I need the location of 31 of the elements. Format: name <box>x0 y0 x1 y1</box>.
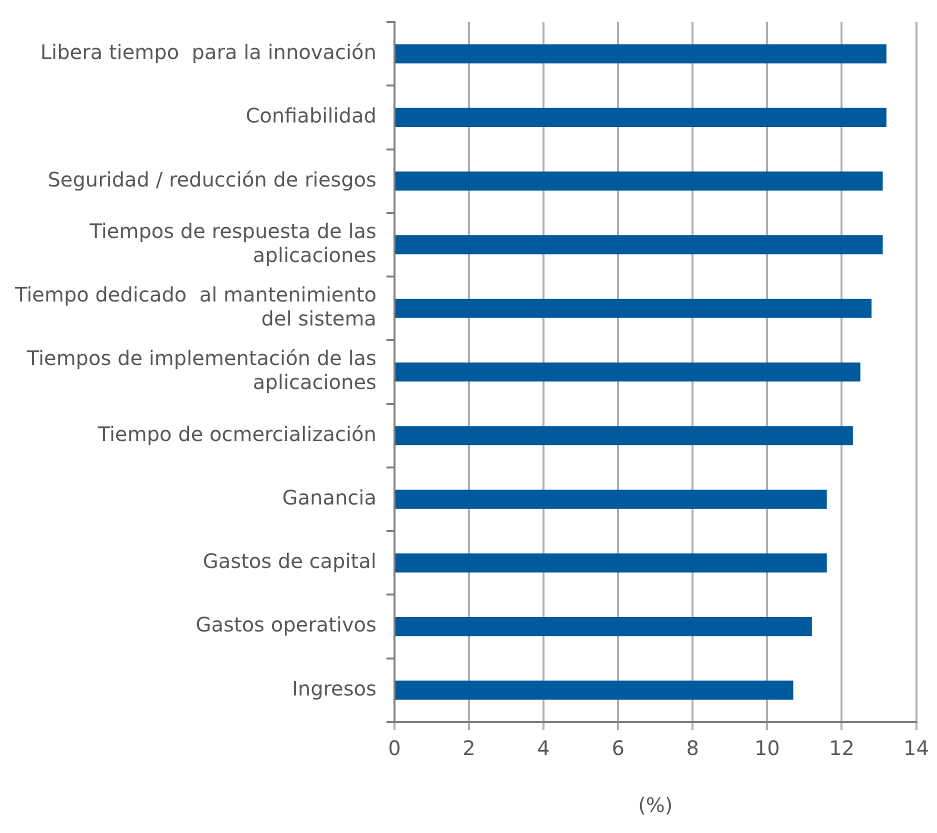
x-tick-label: 8 <box>686 736 699 760</box>
y-tick-label: Ganancia <box>282 485 376 510</box>
x-tick-label: 14 <box>904 736 929 760</box>
y-tick-label: Tiempo de ocmercialización <box>96 422 376 446</box>
y-tick-label: Tiempos de respuesta de las aplicaciones <box>88 218 376 267</box>
y-tick-label: Gastos operativos <box>196 612 376 637</box>
y-tick-label: Tiempos de implementación de las aplicaciones <box>26 346 376 394</box>
x-tick-label: 6 <box>612 736 624 760</box>
x-tick-label: 4 <box>537 736 550 760</box>
bar <box>395 44 886 64</box>
bar <box>395 617 812 636</box>
bar <box>395 680 794 700</box>
y-tick-label: Confiabilidad <box>246 104 376 128</box>
bar <box>395 553 827 572</box>
bar <box>395 490 827 509</box>
x-axis-title: (%) <box>638 793 673 818</box>
y-tick-label: Tiempo dedicado al mantenimiento del sistema <box>14 282 376 331</box>
bar <box>395 235 883 254</box>
y-tick-label: Gastos de capital <box>202 549 376 574</box>
x-tick-label: 0 <box>388 736 401 760</box>
x-tick-label: 10 <box>754 736 780 760</box>
bar <box>395 362 860 382</box>
bar <box>395 298 872 318</box>
x-tick-label: 2 <box>462 736 476 760</box>
bar <box>395 172 883 191</box>
bar <box>395 108 886 127</box>
y-tick-label: Ingresos <box>292 676 376 700</box>
x-tick-label: 12 <box>829 736 854 760</box>
y-tick-label: Seguridad / reducción de riesgos <box>48 167 376 192</box>
bar <box>395 426 853 446</box>
y-tick-label: Libera tiempo para la innovación <box>40 40 376 64</box>
